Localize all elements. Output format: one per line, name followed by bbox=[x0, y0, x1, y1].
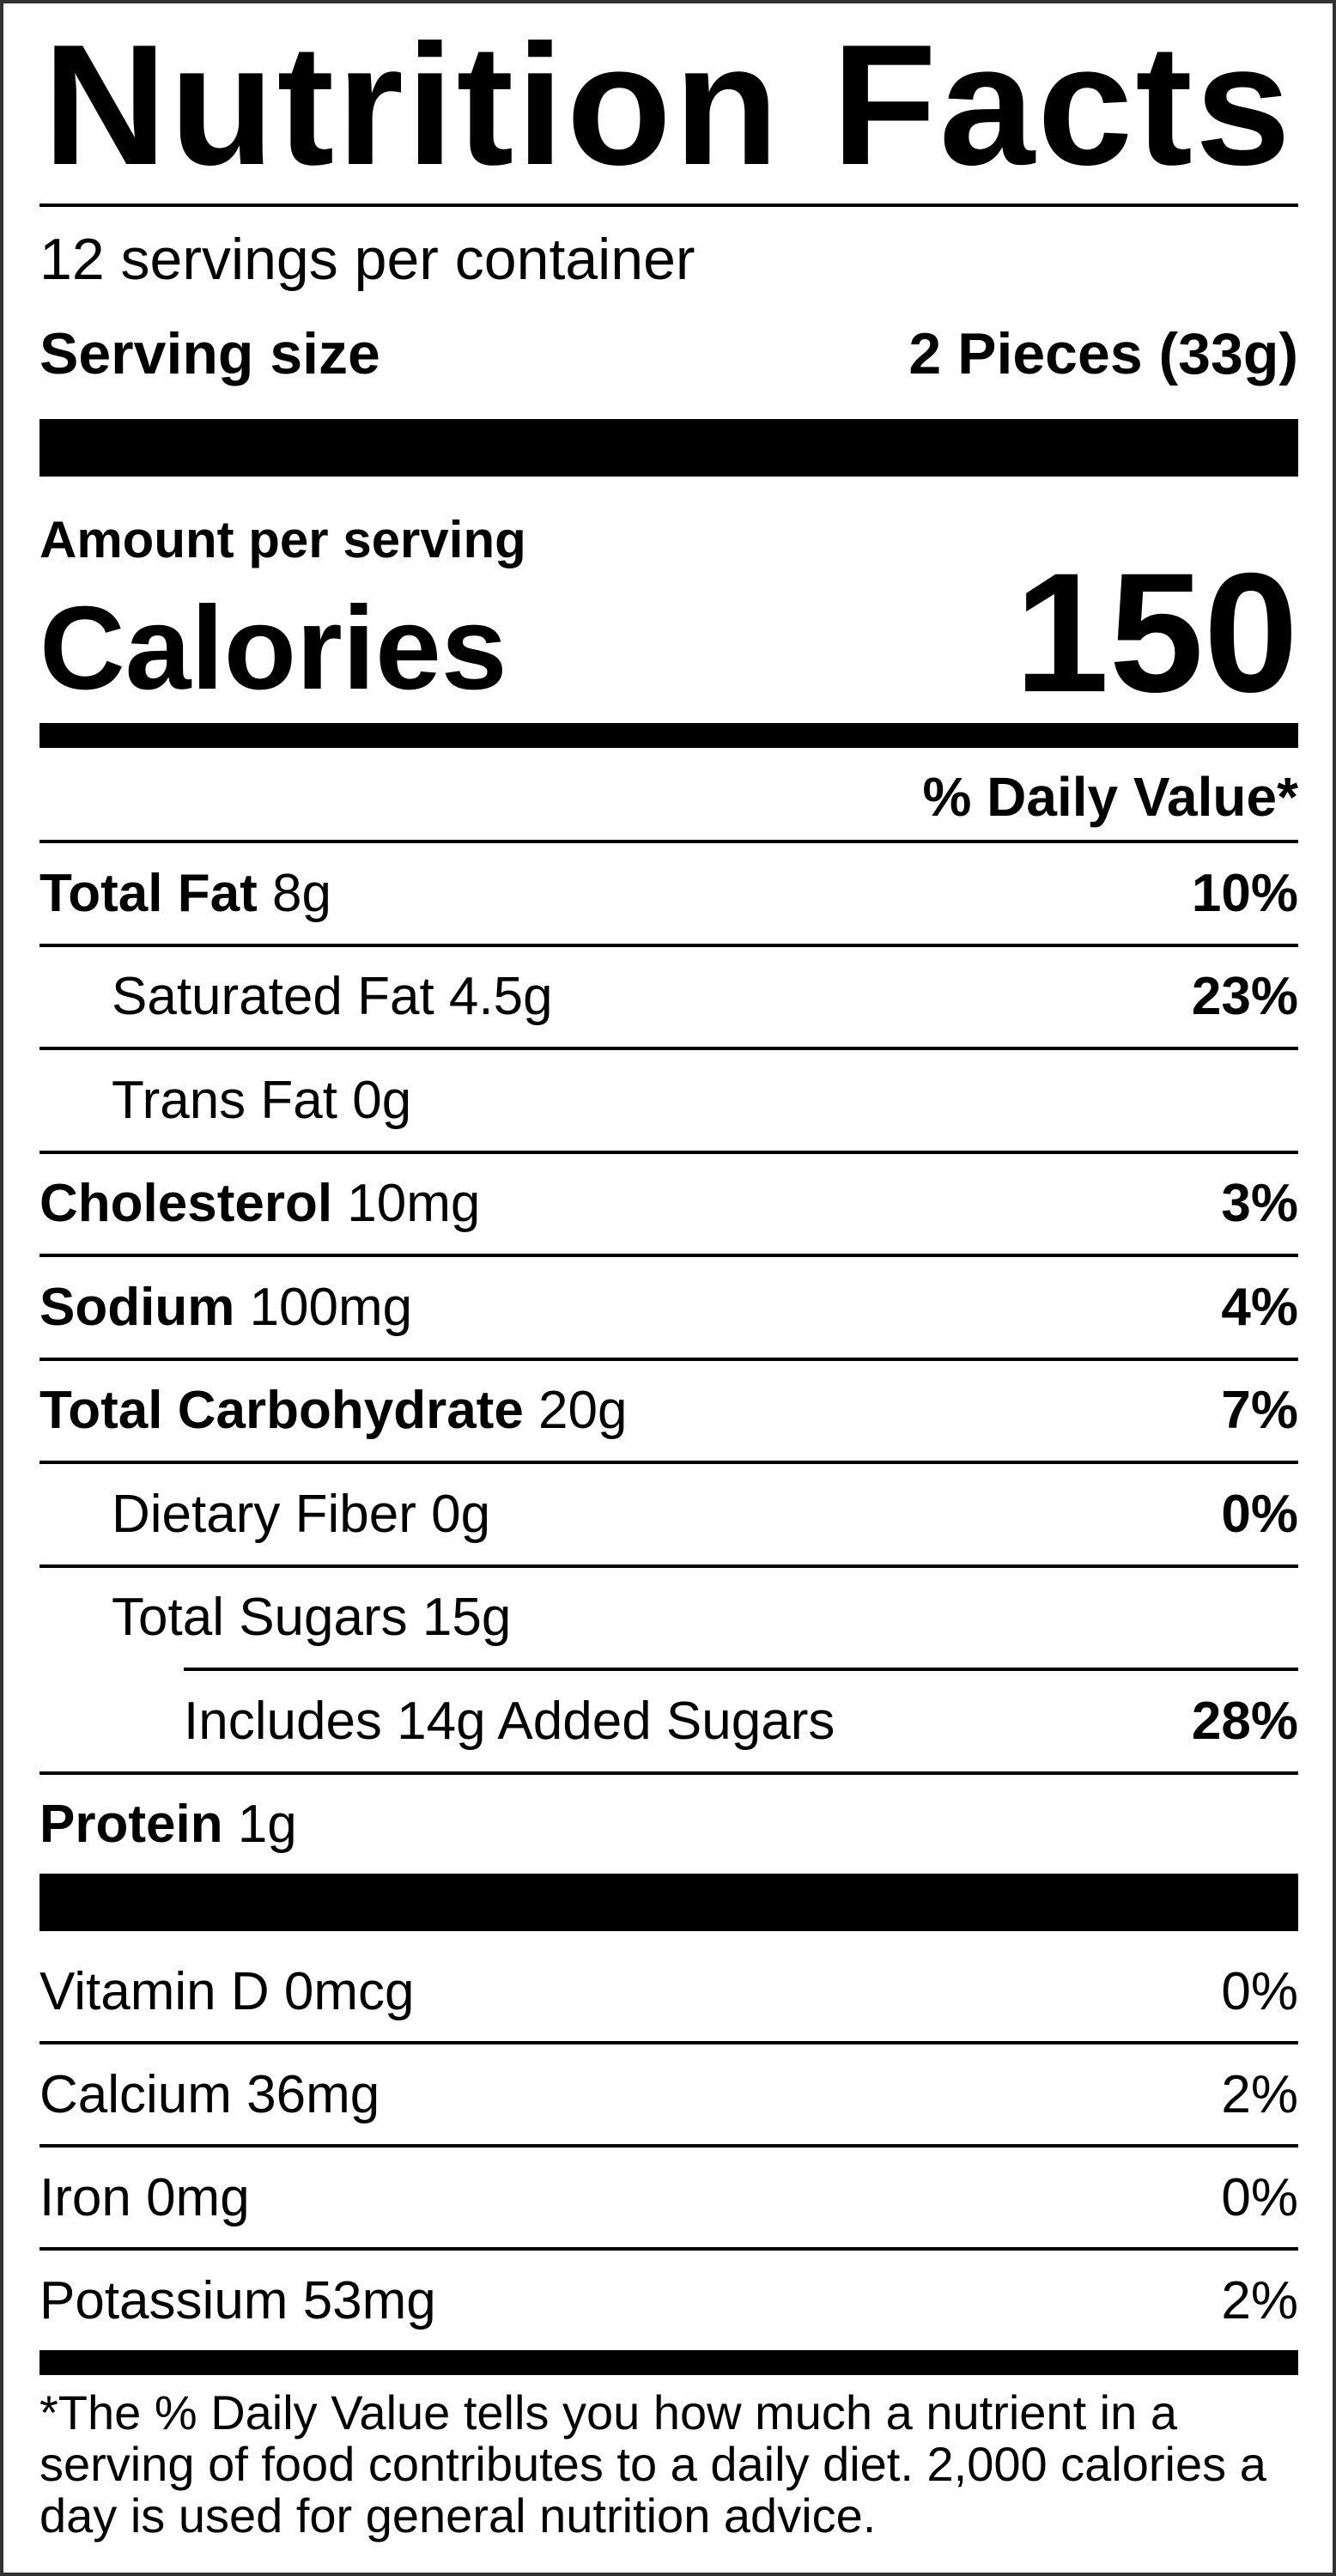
vitamin-name: Iron bbox=[39, 2167, 131, 2227]
nutrient-row: Cholesterol 10mg 3% bbox=[39, 1154, 1298, 1255]
vitamin-label: Vitamin D 0mcg bbox=[39, 1961, 414, 2022]
nutrient-label: Total Fat 8g bbox=[39, 863, 331, 924]
vitamin-label: Potassium 53mg bbox=[39, 2270, 436, 2331]
nutrient-amount: 1g bbox=[237, 1795, 297, 1855]
nutrient-row: Saturated Fat 4.5g 23% bbox=[39, 947, 1298, 1048]
servings-per-container: 12 servings per container bbox=[39, 227, 695, 292]
divider bbox=[39, 2041, 1298, 2044]
nutrient-label: Dietary Fiber 0g bbox=[39, 1484, 490, 1545]
nutrient-daily-value: 23% bbox=[1191, 967, 1298, 1027]
vitamin-name: Vitamin D bbox=[39, 1961, 270, 2021]
vitamin-label: Iron 0mg bbox=[39, 2167, 250, 2228]
nutrient-row: Total Sugars 15g bbox=[39, 1568, 1298, 1668]
nutrient-name: Trans Fat bbox=[112, 1070, 337, 1130]
nutrient-amount: 0g bbox=[431, 1484, 491, 1544]
divider bbox=[39, 1254, 1298, 1257]
nutrient-daily-value: 0% bbox=[1221, 1484, 1298, 1544]
label-title: Nutrition Facts bbox=[43, 9, 1294, 201]
nutrient-row: Dietary Fiber 0g 0% bbox=[39, 1464, 1298, 1564]
nutrient-amount: 8g bbox=[271, 863, 331, 923]
divider bbox=[39, 1564, 1298, 1568]
vitamin-amount: 36mg bbox=[246, 2064, 380, 2124]
vitamin-daily-value: 2% bbox=[1221, 2270, 1298, 2330]
nutrient-row: Trans Fat 0g bbox=[39, 1050, 1298, 1151]
divider bbox=[39, 1047, 1298, 1050]
divider bbox=[184, 1668, 1298, 1671]
nutrient-name: Includes 14g Added Sugars bbox=[184, 1691, 835, 1751]
nutrient-amount: 4.5g bbox=[448, 967, 553, 1027]
calories-value: 150 bbox=[1014, 538, 1298, 727]
medium-divider bbox=[39, 723, 1298, 748]
vitamin-daily-value: 0% bbox=[1221, 2167, 1298, 2227]
divider bbox=[39, 2247, 1298, 2251]
nutrient-amount: 15g bbox=[422, 1588, 512, 1648]
vitamin-daily-value: 2% bbox=[1221, 2064, 1298, 2124]
daily-value-header: % Daily Value* bbox=[922, 766, 1298, 828]
nutrient-amount: 10mg bbox=[347, 1174, 481, 1234]
nutrient-label: Trans Fat 0g bbox=[39, 1070, 411, 1131]
thick-divider bbox=[39, 1874, 1298, 1931]
medium-divider bbox=[39, 2350, 1298, 2375]
nutrient-name: Total Sugars bbox=[112, 1588, 408, 1648]
nutrient-label: Saturated Fat 4.5g bbox=[39, 966, 553, 1027]
vitamin-label: Calcium 36mg bbox=[39, 2064, 380, 2125]
divider bbox=[39, 943, 1298, 947]
amount-per-serving: Amount per serving bbox=[39, 511, 526, 568]
vitamin-daily-value: 0% bbox=[1221, 1961, 1298, 2021]
nutrient-name: Cholesterol bbox=[39, 1174, 333, 1234]
nutrient-row: Total Fat 8g 10% bbox=[39, 843, 1298, 944]
nutrient-daily-value: 7% bbox=[1221, 1381, 1298, 1441]
nutrient-row: Includes 14g Added Sugars 28% bbox=[39, 1671, 1298, 1771]
vitamin-row: Potassium 53mg 2% bbox=[39, 2251, 1298, 2350]
vitamin-amount: 0mg bbox=[146, 2167, 250, 2227]
nutrient-daily-value: 4% bbox=[1221, 1277, 1298, 1337]
nutrient-row: Total Carbohydrate 20g 7% bbox=[39, 1361, 1298, 1461]
divider bbox=[39, 1461, 1298, 1464]
nutrient-name: Total Carbohydrate bbox=[39, 1381, 524, 1441]
nutrient-amount: 100mg bbox=[249, 1277, 413, 1337]
nutrient-label: Total Carbohydrate 20g bbox=[39, 1380, 628, 1441]
vitamin-row: Vitamin D 0mcg 0% bbox=[39, 1941, 1298, 2041]
nutrient-row: Sodium 100mg 4% bbox=[39, 1257, 1298, 1358]
nutrient-label: Total Sugars 15g bbox=[39, 1587, 511, 1648]
calories-label: Calories bbox=[39, 582, 507, 714]
serving-size-row: Serving size 2 Pieces (33g) bbox=[39, 319, 1298, 388]
vitamin-name: Calcium bbox=[39, 2064, 232, 2124]
nutrient-label: Includes 14g Added Sugars bbox=[39, 1691, 835, 1752]
nutrient-amount: 0g bbox=[352, 1070, 412, 1130]
divider bbox=[39, 840, 1298, 843]
nutrient-label: Protein 1g bbox=[39, 1794, 297, 1855]
nutrient-name: Saturated Fat bbox=[112, 967, 434, 1027]
vitamin-amount: 0mcg bbox=[283, 1961, 415, 2021]
nutrient-daily-value: 28% bbox=[1191, 1691, 1298, 1751]
divider bbox=[39, 2144, 1298, 2148]
nutrient-label: Sodium 100mg bbox=[39, 1277, 412, 1338]
divider bbox=[39, 1771, 1298, 1775]
vitamin-row: Calcium 36mg 2% bbox=[39, 2044, 1298, 2144]
nutrient-daily-value: 10% bbox=[1191, 863, 1298, 923]
serving-size-label: Serving size bbox=[39, 321, 380, 386]
serving-size-value: 2 Pieces (33g) bbox=[908, 321, 1298, 386]
nutrient-row: Protein 1g bbox=[39, 1775, 1298, 1875]
thick-divider bbox=[39, 419, 1298, 477]
nutrient-name: Protein bbox=[39, 1795, 223, 1855]
nutrient-name: Total Fat bbox=[39, 863, 258, 923]
vitamin-row: Iron 0mg 0% bbox=[39, 2148, 1298, 2247]
divider bbox=[39, 1150, 1298, 1154]
nutrient-name: Dietary Fiber bbox=[112, 1484, 416, 1544]
vitamin-name: Potassium bbox=[39, 2270, 288, 2330]
nutrient-label: Cholesterol 10mg bbox=[39, 1173, 480, 1234]
footnote: *The % Daily Value tells you how much a … bbox=[39, 2385, 1266, 2543]
divider bbox=[39, 1357, 1298, 1361]
nutrient-daily-value: 3% bbox=[1221, 1174, 1298, 1234]
nutrient-amount: 20g bbox=[538, 1381, 628, 1441]
nutrient-name: Sodium bbox=[39, 1277, 235, 1337]
divider bbox=[39, 204, 1298, 207]
vitamin-amount: 53mg bbox=[302, 2270, 436, 2330]
